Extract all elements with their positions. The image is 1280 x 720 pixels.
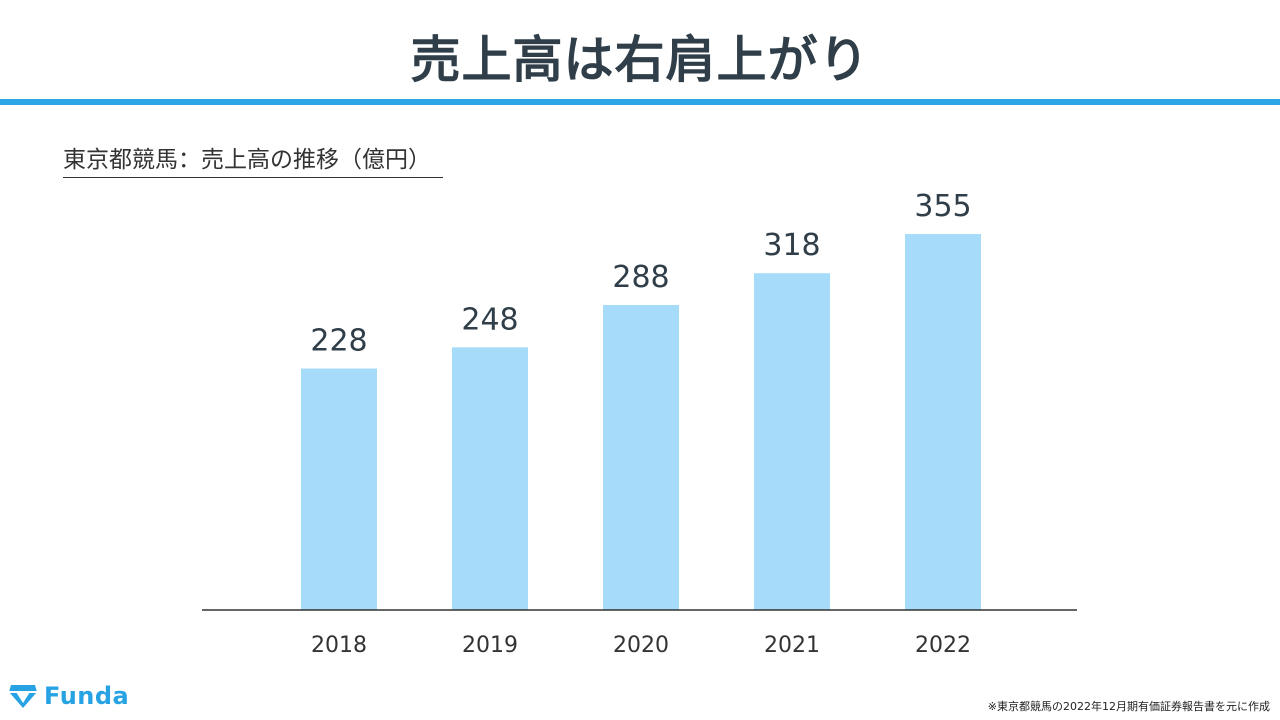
bar-2020 xyxy=(603,304,679,610)
bar-2018 xyxy=(301,368,377,610)
data-label-2019: 248 xyxy=(461,302,518,337)
bar-chart: 228 2018 248 2019 288 2020 318 2021 355 2022 xyxy=(202,189,1077,658)
x-tick-label-2021: 2021 xyxy=(764,633,820,658)
x-tick-label-2019: 2019 xyxy=(462,633,518,658)
x-tick-label-2022: 2022 xyxy=(915,633,971,658)
source-footnote: ※東京都競馬の2022年12月期有価証券報告書を元に作成 xyxy=(987,700,1270,713)
bar-2022 xyxy=(905,234,981,610)
diamond-icon xyxy=(9,685,37,708)
bar-2019 xyxy=(452,347,528,610)
bar-2021 xyxy=(754,273,830,610)
chart-title: 東京都競馬：売上高の推移（億円） xyxy=(63,146,443,178)
data-label-2022: 355 xyxy=(914,189,971,224)
page-title: 売上高は右肩上がり xyxy=(410,31,870,89)
x-tick-label-2018: 2018 xyxy=(311,633,367,658)
data-label-2021: 318 xyxy=(763,228,820,263)
title-divider xyxy=(0,99,1280,105)
logo-text: Funda xyxy=(44,682,130,710)
data-label-2020: 288 xyxy=(612,260,669,295)
data-label-2018: 228 xyxy=(310,324,367,359)
funda-logo: Funda xyxy=(8,681,129,711)
x-tick-label-2020: 2020 xyxy=(613,633,669,658)
